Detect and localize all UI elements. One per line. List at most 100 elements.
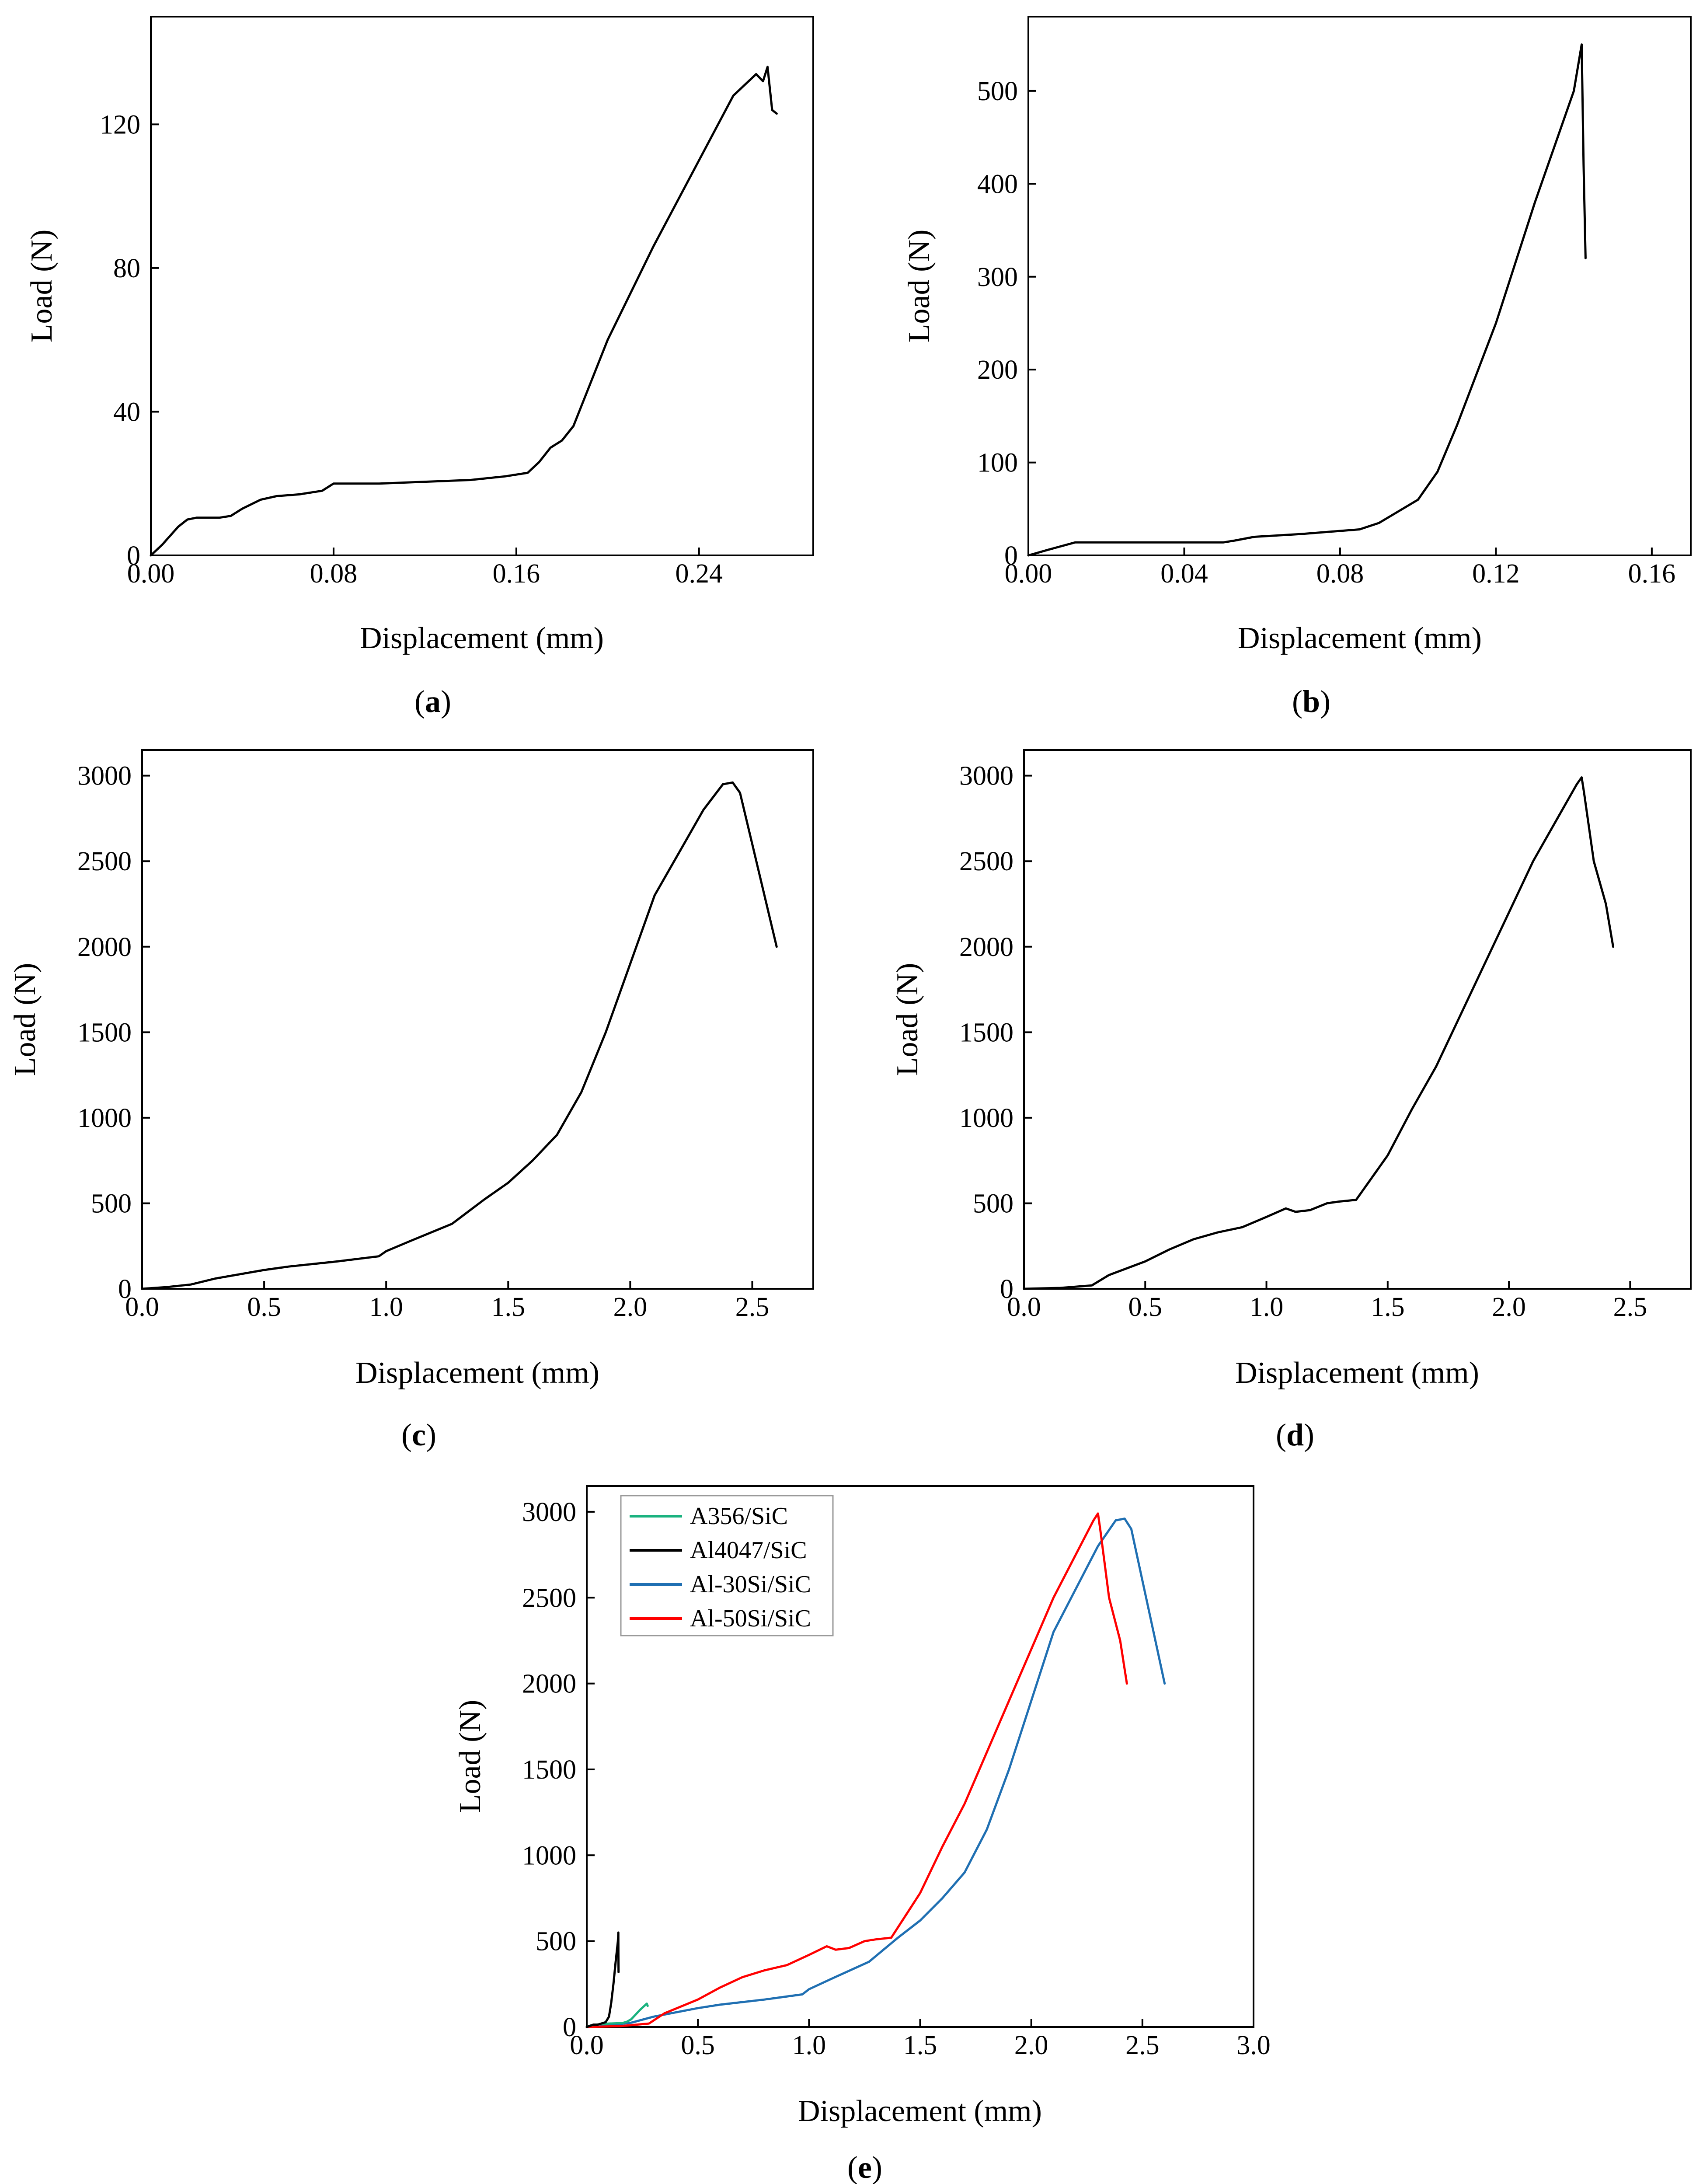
x-tick-label: 1.5 — [903, 2030, 937, 2060]
y-ticks: 0 100 200 300 400 500 — [977, 77, 1036, 571]
x-ticks: 0.00 0.04 0.08 0.12 0.16 — [1005, 548, 1675, 589]
y-tick-label: 500 — [977, 77, 1018, 106]
panel-caption-letter: c — [412, 1417, 426, 1452]
x-tick-label: 0.08 — [1316, 559, 1364, 589]
panel-caption-letter: e — [858, 2150, 872, 2184]
y-tick-label: 2000 — [522, 1669, 576, 1699]
x-axis-label: Displacement (mm) — [1238, 621, 1482, 655]
panel-c: 0.0 0.5 1.0 1.5 2.0 2.5 0 500 1000 1500 2000 2500 3… — [8, 749, 814, 1452]
y-tick-label: 40 — [113, 397, 140, 427]
y-ticks: 0 500 1000 1500 2000 2500 3000 — [522, 1497, 595, 2042]
y-axis-label: Load (N) — [891, 963, 924, 1076]
legend: A356/SiC Al4047/SiC Al-30Si/SiC Al-50Si/SiC — [620, 1495, 834, 1636]
x-tick-label: 0.12 — [1472, 559, 1520, 589]
panel-a: 0.00 0.08 0.16 0.24 0 40 80 120 Displacement (… — [25, 16, 814, 719]
x-tick-label: 3.0 — [1236, 2030, 1271, 2060]
x-tick-label: 1.0 — [1250, 1292, 1284, 1322]
x-axis-label: Displacement (mm) — [360, 621, 604, 655]
plot-frame — [1023, 749, 1692, 1290]
x-tick-label: 0.0 — [125, 1292, 159, 1322]
panel-b: 0.00 0.04 0.08 0.12 0.16 0 100 200 300 400 500 Di… — [902, 16, 1692, 719]
y-tick-label: 3000 — [77, 761, 132, 791]
series-layer — [1027, 43, 1587, 557]
y-tick-label: 100 — [977, 448, 1018, 478]
series-layer — [150, 66, 778, 557]
panel-caption: (e) — [847, 2150, 882, 2184]
y-axis-label: Load (N) — [453, 1700, 487, 1813]
x-tick-label: 2.5 — [735, 1292, 770, 1322]
x-tick-label: 2.5 — [1613, 1292, 1647, 1322]
x-tick-label: 1.0 — [369, 1292, 403, 1322]
legend-label: Al-50Si/SiC — [690, 1605, 811, 1632]
x-tick-label: 0.0 — [1007, 1292, 1041, 1322]
plot-frame — [1027, 16, 1692, 556]
x-tick-label: 1.5 — [1371, 1292, 1405, 1322]
y-ticks: 0 500 1000 1500 2000 2500 3000 — [77, 761, 150, 1304]
series-layer — [141, 781, 778, 1290]
y-tick-label: 0 — [563, 2013, 576, 2042]
series-line-al-50si-sic — [1023, 776, 1614, 1290]
panel-caption: (c) — [401, 1417, 436, 1452]
y-tick-label: 0 — [118, 1274, 132, 1304]
x-ticks: 0.00 0.08 0.16 0.24 — [127, 548, 723, 589]
x-tick-label: 0.5 — [1128, 1292, 1163, 1322]
x-ticks: 0.0 0.5 1.0 1.5 2.0 2.5 3.0 — [570, 2019, 1271, 2060]
plot-frame — [150, 16, 814, 556]
x-tick-label: 0.5 — [681, 2030, 715, 2060]
panel-caption-letter: b — [1302, 684, 1320, 719]
y-tick-label: 1500 — [77, 1018, 132, 1047]
x-tick-label: 1.0 — [792, 2030, 826, 2060]
x-axis-label: Displacement (mm) — [798, 2094, 1042, 2128]
y-tick-label: 2500 — [77, 847, 132, 876]
y-tick-label: 500 — [91, 1189, 132, 1218]
y-tick-label: 80 — [113, 254, 140, 283]
x-tick-label: 0.04 — [1160, 559, 1208, 589]
y-tick-label: 2000 — [77, 932, 132, 962]
y-tick-label: 3000 — [959, 761, 1013, 791]
x-tick-label: 0.08 — [310, 559, 358, 589]
panel-caption: (d) — [1276, 1417, 1314, 1452]
series-line-al4047-sic — [1027, 43, 1587, 557]
y-tick-label: 1500 — [959, 1018, 1013, 1047]
x-tick-label: 0.5 — [247, 1292, 281, 1322]
x-ticks: 0.0 0.5 1.0 1.5 2.0 2.5 — [125, 1281, 769, 1322]
panel-caption: (b) — [1292, 684, 1330, 719]
x-tick-label: 2.5 — [1125, 2030, 1160, 2060]
series-line-al4047-sic — [585, 1931, 620, 2028]
legend-label: Al-30Si/SiC — [690, 1571, 811, 1598]
y-axis-label: Load (N) — [8, 963, 42, 1076]
panel-e: 0.0 0.5 1.0 1.5 2.0 2.5 3.0 0 500 1000 1500 2000 25… — [453, 1485, 1271, 2184]
panel-d: 0.0 0.5 1.0 1.5 2.0 2.5 0 500 1000 1500 2000 2500 3… — [891, 749, 1692, 1452]
x-axis-label: Displacement (mm) — [1235, 1356, 1479, 1390]
y-axis-label: Load (N) — [25, 230, 59, 343]
y-tick-label: 1500 — [522, 1755, 576, 1785]
x-tick-label: 1.5 — [491, 1292, 526, 1322]
y-tick-label: 2000 — [959, 932, 1013, 962]
x-axis-label: Displacement (mm) — [355, 1356, 599, 1390]
series-layer — [585, 1512, 1166, 2028]
y-tick-label: 200 — [977, 355, 1018, 385]
y-tick-label: 2500 — [522, 1583, 576, 1613]
panel-caption-letter: a — [425, 684, 441, 719]
y-tick-label: 0 — [1000, 1274, 1013, 1304]
x-tick-label: 0.16 — [1628, 559, 1676, 589]
series-line-al-30si-sic — [585, 1518, 1166, 2028]
panel-caption: (a) — [414, 684, 451, 719]
series-layer — [1023, 776, 1614, 1290]
y-tick-label: 1000 — [77, 1103, 132, 1133]
panel-caption-letter: d — [1286, 1417, 1304, 1452]
x-tick-label: 2.0 — [613, 1292, 648, 1322]
y-tick-label: 400 — [977, 169, 1018, 199]
x-tick-label: 0.00 — [1005, 559, 1052, 589]
y-tick-label: 1000 — [522, 1841, 576, 1870]
y-tick-label: 300 — [977, 262, 1018, 292]
x-tick-label: 0.16 — [493, 559, 540, 589]
x-tick-label: 2.0 — [1014, 2030, 1048, 2060]
x-ticks: 0.0 0.5 1.0 1.5 2.0 2.5 — [1007, 1281, 1647, 1322]
y-tick-label: 0 — [1004, 541, 1018, 571]
y-tick-label: 3000 — [522, 1497, 576, 1527]
y-tick-label: 120 — [100, 110, 140, 140]
y-ticks: 0 40 80 120 — [100, 110, 159, 571]
legend-items: A356/SiC Al4047/SiC Al-30Si/SiC Al-50Si/SiC — [630, 1503, 811, 1632]
